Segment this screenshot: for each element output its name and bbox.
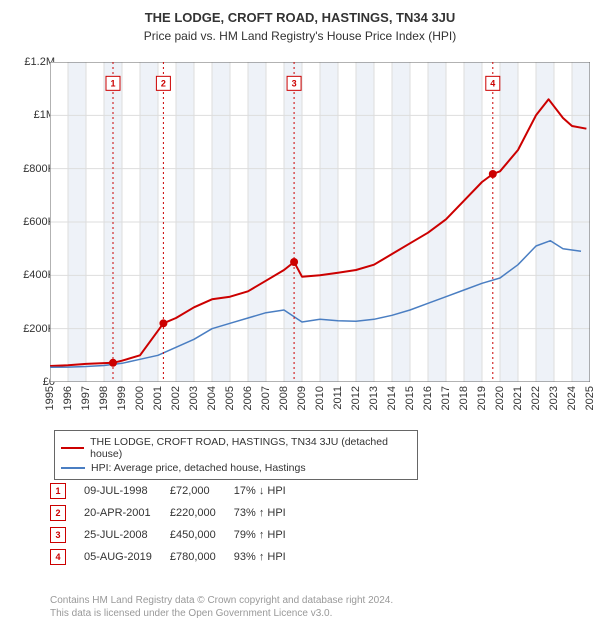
sale-price: £450,000 — [170, 524, 234, 546]
footer-line-1: Contains HM Land Registry data © Crown c… — [50, 594, 393, 607]
sale-price: £220,000 — [170, 502, 234, 524]
y-tick-label: £400K — [10, 269, 55, 281]
svg-text:3: 3 — [292, 78, 297, 88]
x-tick-label: 2019 — [476, 386, 488, 410]
sale-delta: 73% ↑ HPI — [234, 502, 304, 524]
legend-swatch-hpi — [61, 467, 85, 469]
x-tick-label: 1999 — [116, 386, 128, 410]
x-tick-label: 2018 — [458, 386, 470, 410]
x-tick-label: 1997 — [80, 386, 92, 410]
x-tick-label: 2020 — [494, 386, 506, 410]
x-tick-label: 2015 — [404, 386, 416, 410]
legend-label-property: THE LODGE, CROFT ROAD, HASTINGS, TN34 3J… — [90, 436, 411, 460]
x-tick-label: 2012 — [350, 386, 362, 410]
x-tick-label: 2024 — [566, 386, 578, 410]
y-tick-label: £1M — [10, 109, 55, 121]
price-chart-container: { "title": "THE LODGE, CROFT ROAD, HASTI… — [0, 10, 600, 620]
legend-label-hpi: HPI: Average price, detached house, Hast… — [91, 462, 306, 474]
x-tick-label: 2021 — [512, 386, 524, 410]
svg-text:1: 1 — [110, 78, 115, 88]
x-tick-label: 2010 — [314, 386, 326, 410]
svg-text:2: 2 — [161, 78, 166, 88]
sale-marker-icon: 3 — [50, 527, 66, 543]
sales-row: 4 05-AUG-2019£780,00093% ↑ HPI — [50, 546, 304, 568]
x-tick-label: 2007 — [260, 386, 272, 410]
sales-row: 1 09-JUL-1998£72,00017% ↓ HPI — [50, 480, 304, 502]
x-tick-label: 2004 — [206, 386, 218, 410]
legend: THE LODGE, CROFT ROAD, HASTINGS, TN34 3J… — [54, 430, 418, 480]
x-tick-label: 2008 — [278, 386, 290, 410]
attribution-footer: Contains HM Land Registry data © Crown c… — [50, 594, 393, 620]
price-chart: 1 2 3 4 — [50, 62, 590, 382]
y-tick-label: £1.2M — [10, 56, 55, 68]
sale-delta: 17% ↓ HPI — [234, 480, 304, 502]
y-tick-label: £600K — [10, 216, 55, 228]
x-tick-label: 2005 — [224, 386, 236, 410]
y-tick-label: £800K — [10, 163, 55, 175]
x-tick-label: 2009 — [296, 386, 308, 410]
x-tick-label: 2011 — [332, 386, 344, 410]
chart-subtitle: Price paid vs. HM Land Registry's House … — [0, 29, 600, 43]
x-tick-label: 2003 — [188, 386, 200, 410]
sale-marker-icon: 2 — [50, 505, 66, 521]
sale-marker-icon: 1 — [50, 483, 66, 499]
legend-item-property: THE LODGE, CROFT ROAD, HASTINGS, TN34 3J… — [61, 435, 411, 461]
x-tick-label: 2017 — [440, 386, 452, 410]
sale-price: £780,000 — [170, 546, 234, 568]
x-tick-label: 2001 — [152, 386, 164, 410]
chart-title: THE LODGE, CROFT ROAD, HASTINGS, TN34 3J… — [0, 10, 600, 25]
x-tick-label: 2002 — [170, 386, 182, 410]
sales-table: 1 09-JUL-1998£72,00017% ↓ HPI 2 20-APR-2001… — [50, 480, 304, 568]
sale-date: 25-JUL-2008 — [84, 524, 170, 546]
y-tick-label: £200K — [10, 323, 55, 335]
x-tick-label: 2014 — [386, 386, 398, 410]
legend-item-hpi: HPI: Average price, detached house, Hast… — [61, 461, 411, 475]
x-tick-label: 1996 — [62, 386, 74, 410]
legend-swatch-property — [61, 447, 84, 449]
x-tick-label: 2013 — [368, 386, 380, 410]
svg-text:4: 4 — [490, 78, 495, 88]
sale-marker-icon: 4 — [50, 549, 66, 565]
sale-delta: 93% ↑ HPI — [234, 546, 304, 568]
x-tick-label: 2016 — [422, 386, 434, 410]
x-tick-label: 1995 — [44, 386, 56, 410]
sales-row: 2 20-APR-2001£220,00073% ↑ HPI — [50, 502, 304, 524]
sale-date: 20-APR-2001 — [84, 502, 170, 524]
sale-date: 09-JUL-1998 — [84, 480, 170, 502]
sale-price: £72,000 — [170, 480, 234, 502]
x-tick-label: 2023 — [548, 386, 560, 410]
x-tick-label: 2022 — [530, 386, 542, 410]
x-tick-label: 2025 — [584, 386, 596, 410]
x-tick-label: 2006 — [242, 386, 254, 410]
sale-date: 05-AUG-2019 — [84, 546, 170, 568]
sales-row: 3 25-JUL-2008£450,00079% ↑ HPI — [50, 524, 304, 546]
x-tick-label: 2000 — [134, 386, 146, 410]
footer-line-2: This data is licensed under the Open Gov… — [50, 607, 393, 620]
x-tick-label: 1998 — [98, 386, 110, 410]
sale-delta: 79% ↑ HPI — [234, 524, 304, 546]
